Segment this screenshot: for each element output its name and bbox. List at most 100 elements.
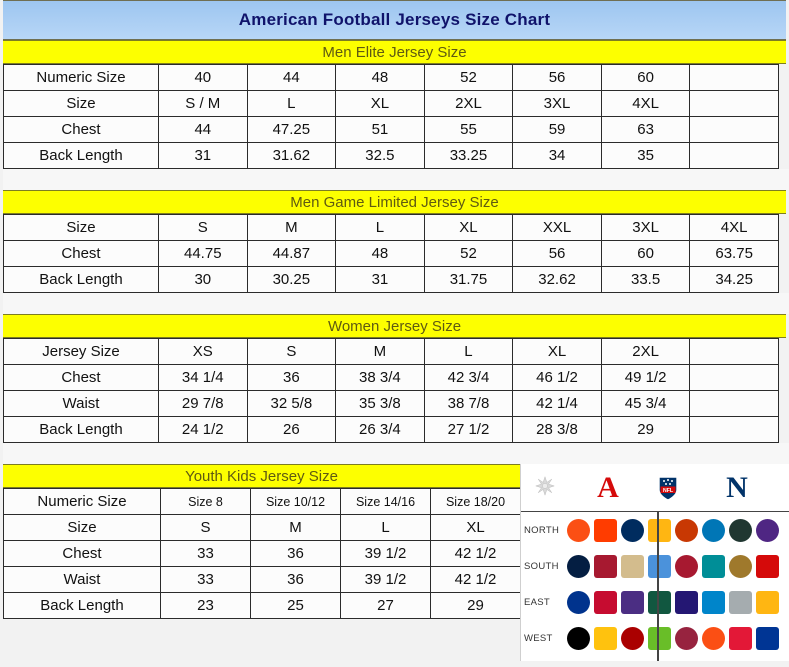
table-cell: 38 7/8 (423, 390, 514, 417)
table-cell: 40 (158, 64, 248, 91)
team-logo-cardinals-icon (675, 626, 698, 650)
division-row: EAST (521, 584, 789, 620)
division-row: NORTH (521, 512, 789, 548)
table-cell: 31 (158, 142, 248, 169)
table-cell: 39 1/2 (340, 540, 431, 567)
row-label: Size (3, 514, 161, 541)
row-label: Chest (3, 540, 161, 567)
row-label: Waist (3, 390, 159, 417)
table-cell: 45 3/4 (600, 390, 691, 417)
table-cell-empty (689, 416, 779, 443)
nfc-team-group (673, 590, 781, 614)
table-row: Jersey Size XS S M L XL 2XL (3, 338, 779, 365)
team-logo-browns-icon (594, 518, 617, 542)
team-logo-redskins-icon (756, 590, 779, 614)
table-cell-empty (689, 116, 779, 143)
table-cell: 60 (600, 64, 691, 91)
table-row: Size S / M L XL 2XL 3XL 4XL (3, 90, 779, 117)
table-cell: 44 (158, 116, 248, 143)
team-logo-eagles-icon (729, 590, 752, 614)
table-cell: 46 1/2 (512, 364, 602, 391)
team-logo-chargers-icon (594, 626, 617, 650)
team-logo-giants-icon (621, 590, 644, 614)
table-cell: 29 (430, 592, 521, 619)
table-cell: XL (430, 514, 521, 541)
table-cell: 28 3/8 (512, 416, 602, 443)
table-cell: XL (335, 90, 425, 117)
table-cell: M (246, 214, 337, 241)
table-cell: 35 3/8 (335, 390, 425, 417)
table-cell: 32 5/8 (246, 390, 337, 417)
table-cell: XXL (512, 214, 602, 241)
team-logo-falcons-icon (675, 554, 698, 578)
table-cell: 48 (335, 240, 425, 267)
table-cell: 31.75 (423, 266, 514, 293)
table-cell: 33.5 (600, 266, 691, 293)
team-logo-rams-icon (756, 626, 779, 650)
table-cell: L (423, 338, 514, 365)
table-cell: 26 3/4 (335, 416, 425, 443)
table-cell: 42 1/2 (430, 566, 521, 593)
row-label: Back Length (3, 416, 159, 443)
afc-letter: A (597, 470, 619, 504)
table-cell: 36 (246, 364, 337, 391)
star-icon (521, 475, 569, 501)
table-cell: 31 (335, 266, 425, 293)
team-logo-vikings-icon (756, 518, 779, 542)
table-row: Back Length 31 31.62 32.5 33.25 34 35 (3, 142, 779, 169)
nfc-team-group (673, 626, 781, 650)
team-logo-titans-icon (648, 554, 671, 578)
section-banner: Men Game Limited Jersey Size (3, 190, 786, 214)
table-row: Size S M L XL XXL 3XL 4XL (3, 214, 779, 241)
row-label: Jersey Size (3, 338, 159, 365)
division-label: WEST (524, 632, 553, 644)
table-row: Chest 34 1/4 36 38 3/4 42 3/4 46 1/2 49 1/2 (3, 364, 779, 391)
table-cell: S (158, 214, 248, 241)
afc-team-group (565, 554, 673, 578)
nfc-team-group (673, 518, 781, 542)
table-cell: 42 1/4 (512, 390, 602, 417)
table-row: Waist 29 7/8 32 5/8 35 3/8 38 7/8 42 1/4 45 3/… (3, 390, 779, 417)
table-cell: Size 10/12 (250, 488, 341, 515)
table-cell: S (160, 514, 251, 541)
row-label: Numeric Size (3, 488, 161, 515)
table-cell-empty (689, 90, 779, 117)
row-label: Waist (3, 566, 161, 593)
page-title: American Football Jerseys Size Chart (238, 10, 551, 29)
table-cell: 3XL (600, 214, 691, 241)
table-cell: XS (158, 338, 248, 365)
section-banner-label: Women Jersey Size (327, 317, 462, 335)
team-logo-buccaneers-icon (756, 554, 779, 578)
table-cell: 56 (512, 240, 602, 267)
table-cell: 29 7/8 (158, 390, 248, 417)
section-banner-youth: Youth Kids Jersey Size (3, 464, 520, 488)
table-cell: 44.75 (158, 240, 248, 267)
youth-section: Youth Kids Jersey Size Numeric Size Size … (3, 464, 521, 619)
table-cell: 39 1/2 (340, 566, 431, 593)
table-cell: 59 (512, 116, 602, 143)
table-cell-empty (689, 390, 779, 417)
table-cell-empty (689, 64, 779, 91)
team-logo-raiders-icon (567, 626, 590, 650)
row-label: Chest (3, 240, 159, 267)
table-cell: 60 (600, 240, 691, 267)
table-row: Back Length 30 30.25 31 31.75 32.62 33.5 34.25 (3, 266, 779, 293)
table-cell: 49 1/2 (600, 364, 691, 391)
nfc-letter: N (726, 470, 748, 504)
division-label: NORTH (524, 524, 560, 536)
table-cell: 63 (600, 116, 691, 143)
table-row: Numeric Size Size 8 Size 10/12 Size 14/16 Si… (3, 488, 521, 515)
svg-text:NFL: NFL (663, 487, 674, 493)
table-cell: 34.25 (689, 266, 779, 293)
division-row: WEST (521, 620, 789, 656)
afc-logo-icon: A (569, 470, 647, 504)
table-cell-empty (689, 338, 779, 365)
table-cell: 52 (423, 240, 514, 267)
division-rows: NORTH SOUTH EAST WEST (521, 512, 789, 656)
team-logo-dolphins-icon (702, 554, 725, 578)
table-cell: 24 1/2 (158, 416, 248, 443)
team-logo-steelers-icon (648, 518, 671, 542)
table-cell: Size 14/16 (340, 488, 431, 515)
nfl-teams-panel: A NFL N N (520, 464, 789, 661)
